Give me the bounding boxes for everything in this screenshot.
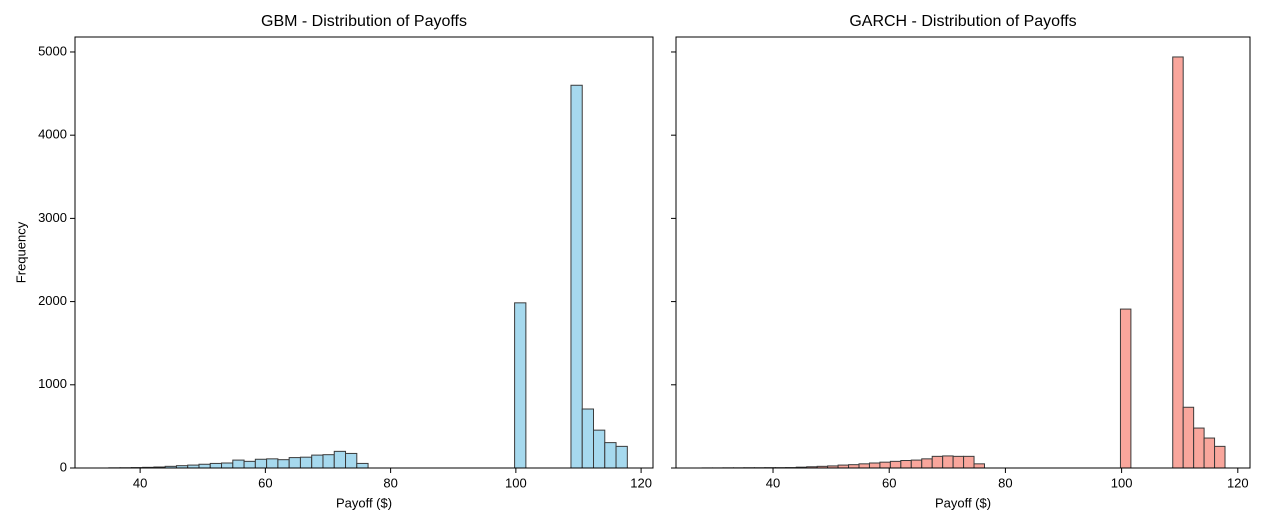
y-tick-label: 4000 xyxy=(38,127,67,142)
bar xyxy=(581,408,595,469)
bar xyxy=(879,461,891,469)
x-tick-label: 60 xyxy=(258,475,272,490)
axes-frame xyxy=(74,36,654,469)
bar xyxy=(900,460,912,469)
bar xyxy=(299,456,313,469)
bar xyxy=(973,463,985,469)
bar xyxy=(942,455,954,469)
x-tick-label: 120 xyxy=(630,475,652,490)
axes-frame xyxy=(675,36,1251,469)
bar xyxy=(198,463,211,469)
bar xyxy=(514,302,527,469)
bar xyxy=(322,454,335,469)
bar xyxy=(593,429,606,469)
bar xyxy=(931,455,944,469)
bar xyxy=(1193,427,1205,469)
bar xyxy=(221,462,234,469)
bar xyxy=(1182,406,1195,469)
bar xyxy=(333,450,347,469)
y-tick-label: 5000 xyxy=(38,43,67,58)
y-axis-label: Frequency xyxy=(13,221,28,283)
bar xyxy=(277,459,290,469)
y-tick-label: 3000 xyxy=(38,210,67,225)
y-tick-label: 2000 xyxy=(38,293,67,308)
x-tick-label: 60 xyxy=(882,475,896,490)
bar xyxy=(254,458,268,469)
x-tick-label: 40 xyxy=(766,475,780,490)
bar xyxy=(963,455,975,469)
x-tick-label: 100 xyxy=(1111,475,1133,490)
y-tick-label: 0 xyxy=(60,459,67,474)
bar xyxy=(311,454,324,469)
bar xyxy=(232,459,245,469)
x-tick-label: 120 xyxy=(1227,475,1249,490)
chart-title: GARCH - Distribution of Payoffs xyxy=(849,13,1076,30)
bar xyxy=(604,442,617,469)
bar xyxy=(356,462,369,469)
bar xyxy=(910,459,923,469)
bar xyxy=(243,460,256,469)
bar xyxy=(615,445,628,469)
x-tick-label: 100 xyxy=(505,475,527,490)
bar xyxy=(1214,445,1226,469)
bar xyxy=(266,458,279,469)
bar xyxy=(952,455,965,469)
bar xyxy=(1172,56,1184,469)
bar xyxy=(921,458,933,469)
x-tick-label: 40 xyxy=(133,475,147,490)
bar xyxy=(209,462,223,469)
chart-title: GBM - Distribution of Payoffs xyxy=(261,13,467,30)
bar xyxy=(858,463,870,469)
x-tick-label: 80 xyxy=(998,475,1012,490)
y-tick-label: 1000 xyxy=(38,376,67,391)
x-axis-label: Payoff ($) xyxy=(935,495,991,510)
bar xyxy=(288,457,301,469)
bar xyxy=(868,462,881,469)
bar xyxy=(345,452,358,469)
x-tick-label: 80 xyxy=(383,475,397,490)
bar xyxy=(570,84,583,469)
bar xyxy=(1203,437,1216,469)
x-axis-label: Payoff ($) xyxy=(336,495,392,510)
bar xyxy=(1119,308,1132,469)
bar xyxy=(889,460,902,469)
